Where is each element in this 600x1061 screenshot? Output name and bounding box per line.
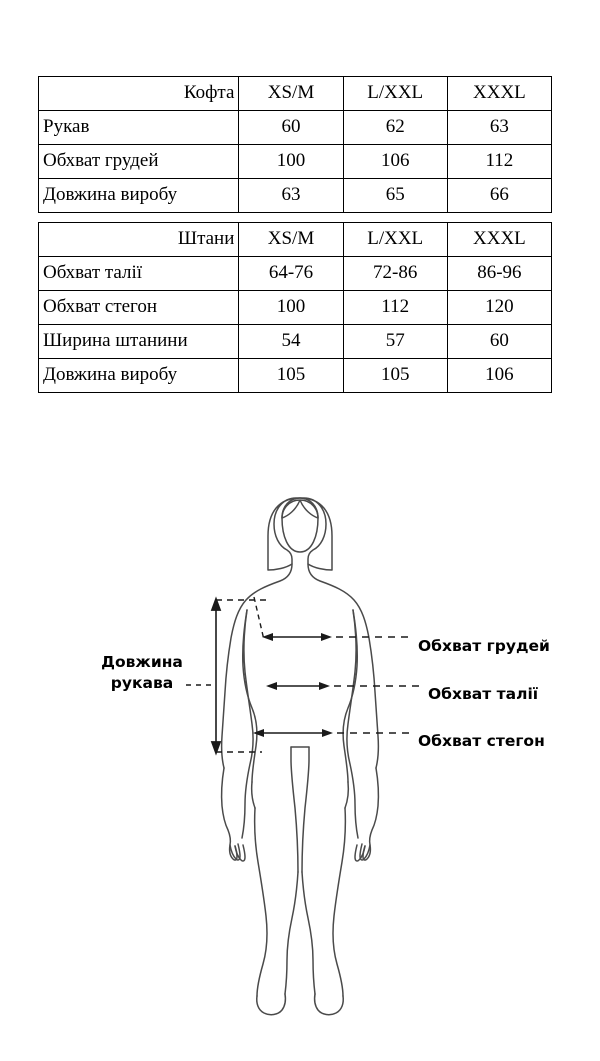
table-row: Довжина виробу 63 65 66 [37,178,553,213]
row-label: Обхват грудей [37,144,240,179]
measurement-diagram: Довжина рукава Обхват грудей Обхват талі… [0,460,600,1020]
chest-measure-arrow [262,633,414,641]
cell-value: 60 [446,324,553,359]
female-body-outline-icon [220,497,380,1016]
cell-value: 72-86 [342,256,448,291]
waist-measure-arrow [266,682,424,690]
table-header-row: Кофта XS/M L/XXL XXXL [37,76,553,111]
cell-value: 65 [342,178,448,213]
cell-value: 63 [446,110,553,145]
table-row: Обхват грудей 100 106 112 [37,144,553,179]
cell-value: 66 [446,178,553,213]
column-header-xxxl: XXXL [446,222,553,257]
table-corner-label: Штани [37,222,240,257]
cell-value: 112 [446,144,553,179]
cell-value: 54 [238,324,344,359]
shoulder-diagonal-guide [253,596,265,641]
row-label: Ширина штанини [37,324,240,359]
table-row: Обхват стегон 100 112 120 [37,290,553,325]
cell-value: 64-76 [238,256,344,291]
cell-value: 63 [238,178,344,213]
cell-value: 57 [342,324,448,359]
cell-value: 105 [238,358,344,393]
size-table-kofta: Кофта XS/M L/XXL XXXL Рукав 60 62 63 Обх… [37,76,553,213]
cell-value: 100 [238,144,344,179]
body-figure-svg [186,497,424,1016]
label-sleeve-line1: Довжина [101,653,183,671]
label-hips-circumference: Обхват стегон [418,732,545,750]
table-header-row: Штани XS/M L/XXL XXXL [37,222,553,257]
column-header-xs-m: XS/M [238,222,344,257]
cell-value: 106 [342,144,448,179]
table-row: Ширина штанини 54 57 60 [37,324,553,359]
row-label: Рукав [37,110,240,145]
column-header-l-xxl: L/XXL [342,222,448,257]
cell-value: 120 [446,290,553,325]
cell-value: 106 [446,358,553,393]
label-sleeve-length: Довжина рукава [78,652,206,694]
cell-value: 60 [238,110,344,145]
table-row: Обхват талії 64-76 72-86 86-96 [37,256,553,291]
column-header-xxxl: XXXL [446,76,553,111]
hips-measure-arrow [253,729,414,737]
size-table-shtani: Штани XS/M L/XXL XXXL Обхват талії 64-76… [37,222,553,393]
label-chest-circumference: Обхват грудей [418,637,550,655]
label-waist-circumference: Обхват талії [428,685,539,703]
cell-value: 100 [238,290,344,325]
cell-value: 86-96 [446,256,553,291]
table-row: Довжина виробу 105 105 106 [37,358,553,393]
sleeve-guide-lines [216,596,268,753]
row-label: Довжина виробу [37,358,240,393]
table-corner-label: Кофта [37,76,240,111]
sleeve-length-arrow [210,596,222,756]
row-label: Довжина виробу [37,178,240,213]
table-row: Рукав 60 62 63 [37,110,553,145]
label-sleeve-line2: рукава [110,673,174,692]
row-label: Обхват талії [37,256,240,291]
cell-value: 105 [342,358,448,393]
column-header-l-xxl: L/XXL [342,76,448,111]
cell-value: 62 [342,110,448,145]
cell-value: 112 [342,290,448,325]
column-header-xs-m: XS/M [238,76,344,111]
row-label: Обхват стегон [37,290,240,325]
